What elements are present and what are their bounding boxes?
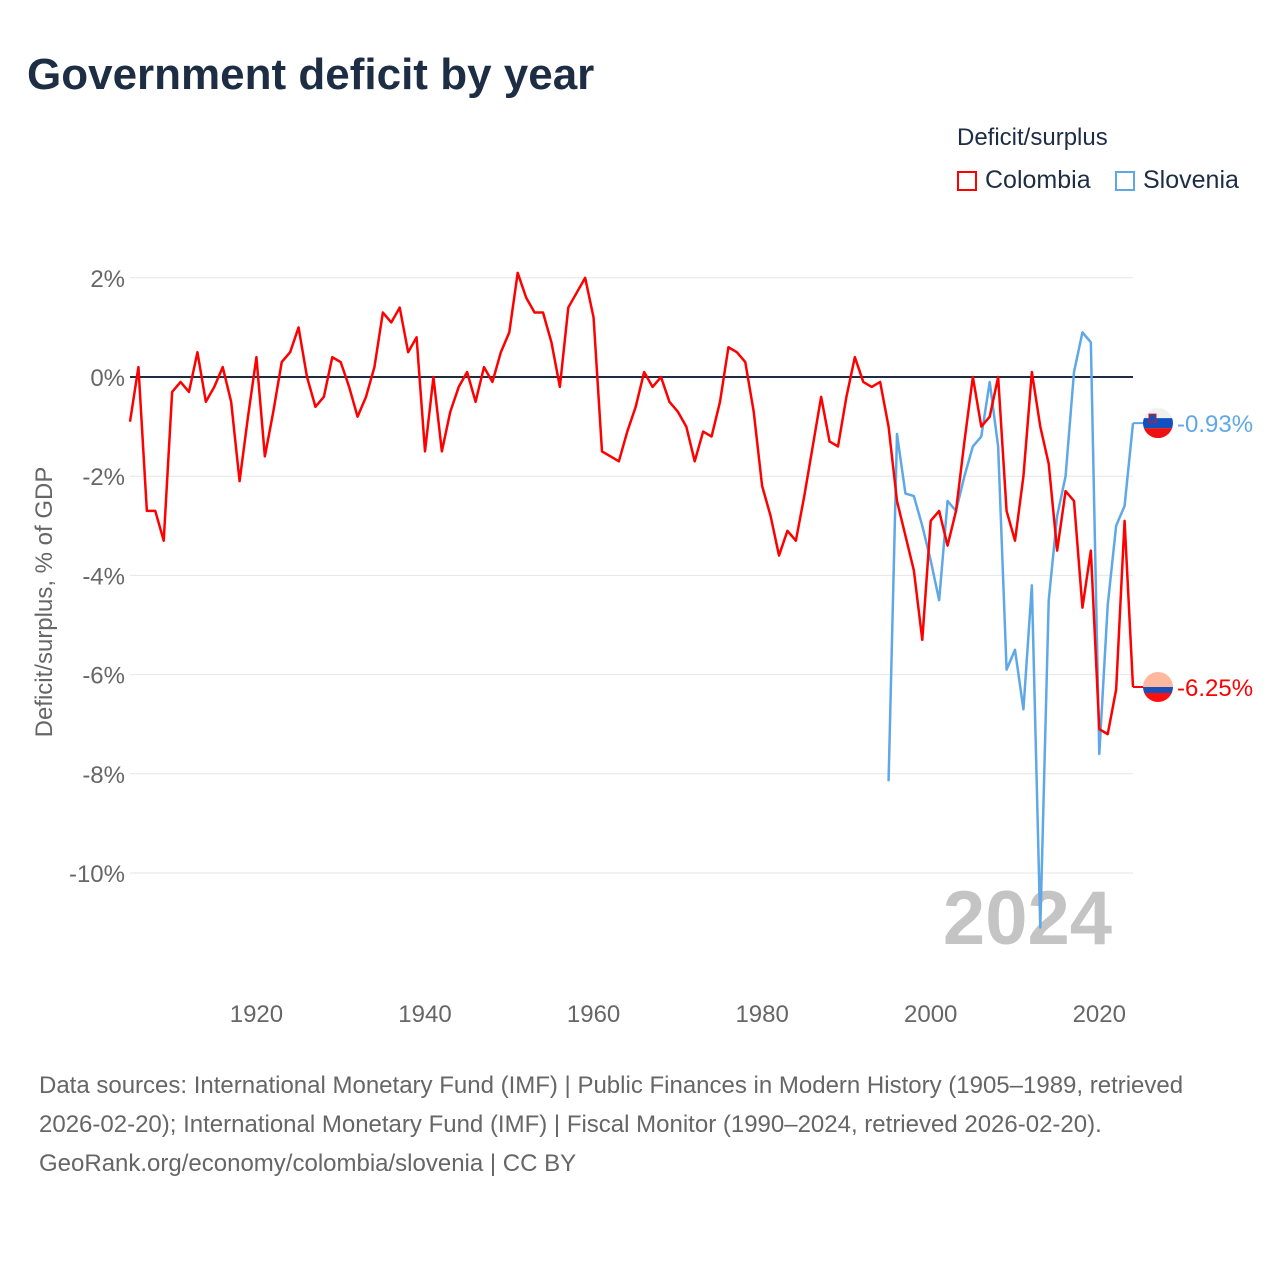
y-tick-label: -6% [82,663,125,690]
legend-item-colombia[interactable]: Colombia [957,166,1091,195]
legend-swatch-slovenia [1115,170,1135,191]
x-tick-label: 1960 [567,1001,620,1028]
series-line-slovenia [887,331,1135,929]
y-tick-label: -8% [82,762,125,789]
x-tick-label: 1980 [735,1001,788,1028]
flag-icon-colombia [1143,672,1173,702]
credit-link[interactable]: GeoRank.org/economy/colombia/slovenia | … [39,1150,577,1177]
y-tick-label: -2% [82,464,125,491]
legend-title: Deficit/surplus [957,124,1108,151]
y-axis-title: Deficit/surplus, % of GDP [31,467,58,738]
end-value-label-colombia: -6.25% [1177,675,1253,702]
y-tick-label: -10% [69,861,125,888]
current-year-label: 2024 [943,876,1112,961]
footer: Data sources: International Monetary Fun… [39,1066,1239,1183]
y-tick-label: -4% [82,563,125,590]
y-tick-label: 0% [90,365,125,392]
legend-label-colombia: Colombia [985,166,1091,194]
legend-swatch-colombia [957,170,977,191]
flag-icon-slovenia [1143,408,1173,439]
x-tick-label: 2000 [904,1001,957,1028]
y-tick-label: 2% [90,266,125,293]
legend-item-slovenia[interactable]: Slovenia [1115,166,1239,195]
end-value-label-slovenia: -0.93% [1177,411,1253,438]
page-title: Government deficit by year [27,50,595,99]
series-line-colombia [128,271,1135,736]
x-tick-label: 2020 [1073,1001,1126,1028]
x-tick-label: 1940 [398,1001,451,1028]
legend-label-slovenia: Slovenia [1143,166,1239,194]
x-tick-label: 1920 [230,1001,283,1028]
data-sources: Data sources: International Monetary Fun… [39,1072,1184,1138]
